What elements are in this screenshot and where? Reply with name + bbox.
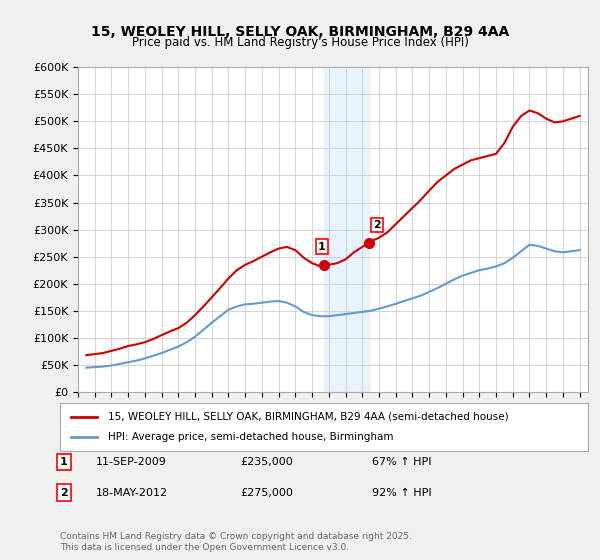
Text: 11-SEP-2009: 11-SEP-2009 (96, 457, 167, 467)
Text: 1: 1 (60, 457, 68, 467)
Text: Contains HM Land Registry data © Crown copyright and database right 2025.
This d: Contains HM Land Registry data © Crown c… (60, 532, 412, 552)
Bar (323, 67, 368, 392)
Text: 18-MAY-2012: 18-MAY-2012 (96, 488, 168, 498)
Text: 1: 1 (318, 241, 326, 251)
Text: HPI: Average price, semi-detached house, Birmingham: HPI: Average price, semi-detached house,… (107, 432, 393, 442)
Text: 15, WEOLEY HILL, SELLY OAK, BIRMINGHAM, B29 4AA: 15, WEOLEY HILL, SELLY OAK, BIRMINGHAM, … (91, 25, 509, 39)
Text: 2: 2 (373, 220, 381, 230)
Text: 92% ↑ HPI: 92% ↑ HPI (372, 488, 431, 498)
Text: 2: 2 (60, 488, 68, 498)
Text: £275,000: £275,000 (240, 488, 293, 498)
Text: £235,000: £235,000 (240, 457, 293, 467)
Text: Price paid vs. HM Land Registry's House Price Index (HPI): Price paid vs. HM Land Registry's House … (131, 36, 469, 49)
Text: 67% ↑ HPI: 67% ↑ HPI (372, 457, 431, 467)
Text: 15, WEOLEY HILL, SELLY OAK, BIRMINGHAM, B29 4AA (semi-detached house): 15, WEOLEY HILL, SELLY OAK, BIRMINGHAM, … (107, 412, 508, 422)
